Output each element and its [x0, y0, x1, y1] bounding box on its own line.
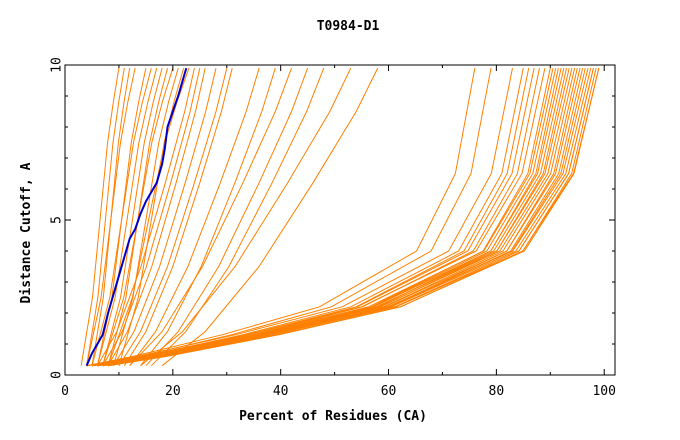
series-line-9: [107, 67, 168, 366]
ticks-layer: 0 20 40 60 80 100 0 5 10: [50, 57, 616, 399]
series-line-6: [91, 67, 152, 366]
series-line-15: [102, 67, 201, 366]
series-line-27: [86, 68, 476, 367]
series-line-20: [129, 67, 260, 367]
series-line-25: [140, 67, 352, 367]
x-tick-label-80: 80: [489, 384, 505, 399]
series-line-53: [91, 67, 600, 367]
series-line-11: [113, 67, 179, 366]
y-axis-label: Distance Cutoff, A: [19, 162, 34, 303]
series-line-14: [96, 67, 195, 366]
series-line-7: [96, 67, 158, 366]
series-line-2: [86, 68, 125, 366]
series-line-49: [86, 67, 589, 367]
series-line-3: [91, 68, 131, 366]
series-line-22: [129, 67, 292, 367]
series-layer: [80, 67, 600, 367]
series-line-24: [150, 67, 325, 367]
series-line-16: [107, 67, 206, 366]
x-axis-label: Percent of Residues (CA): [239, 409, 427, 424]
y-tick-label-10: 10: [50, 57, 65, 73]
series-line-21: [140, 67, 276, 367]
x-tick-label-0: 0: [61, 384, 69, 399]
x-tick-label-20: 20: [165, 384, 181, 399]
series-line-26: [161, 67, 379, 367]
chart-title: T0984-D1: [317, 19, 380, 34]
series-line-10: [102, 67, 174, 366]
x-tick-label-100: 100: [592, 384, 615, 399]
series-line-52: [108, 67, 597, 367]
series-line-8: [102, 67, 163, 366]
series-line-18: [118, 67, 228, 366]
series-line-48: [97, 67, 586, 367]
series-line-55: [97, 67, 594, 367]
series-line-19: [123, 67, 233, 366]
x-tick-label-60: 60: [381, 384, 397, 399]
highlight-layer: [85, 67, 188, 367]
highlight-series-line: [85, 67, 188, 367]
y-tick-label-5: 5: [50, 216, 65, 224]
series-line-4: [86, 67, 136, 366]
series-line-17: [113, 67, 217, 366]
series-line-29: [86, 68, 513, 367]
y-tick-label-0: 0: [50, 371, 65, 379]
series-line-54: [102, 67, 600, 367]
series-line-1: [80, 68, 120, 366]
series-line-23: [145, 67, 309, 367]
series-line-50: [91, 67, 592, 367]
x-tick-label-40: 40: [273, 384, 289, 399]
